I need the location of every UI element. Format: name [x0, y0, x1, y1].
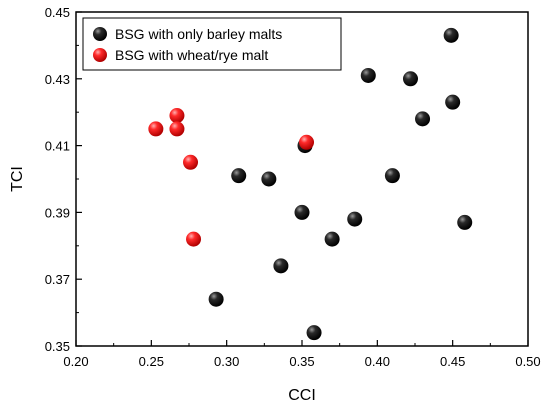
- barley-point: [273, 258, 289, 274]
- barley-point: [402, 71, 418, 87]
- barley-point: [347, 211, 363, 227]
- legend-marker-barley: [93, 27, 107, 41]
- barley-point: [457, 214, 473, 230]
- data-points: [148, 27, 473, 341]
- x-axis: 0.20 0.25 0.30 0.35 0.40 0.45 0.50: [63, 340, 541, 369]
- y-tick-label: 0.45: [45, 5, 70, 20]
- y-tick-label: 0.41: [45, 139, 70, 154]
- wheat-rye-point: [183, 154, 199, 170]
- y-axis: 0.35 0.37 0.39 0.41 0.43 0.45: [45, 5, 82, 354]
- wheat-rye-point: [148, 121, 164, 137]
- legend: BSG with only barley malts BSG with whea…: [82, 17, 342, 71]
- y-tick-label: 0.37: [45, 272, 70, 287]
- x-tick-label: 0.25: [139, 354, 164, 369]
- y-tick-label: 0.39: [45, 205, 70, 220]
- barley-point: [445, 94, 461, 110]
- barley-point: [324, 231, 340, 247]
- barley-point: [384, 168, 400, 184]
- barley-point: [360, 67, 376, 83]
- y-axis-label: TCI: [9, 166, 26, 192]
- x-tick-label: 0.30: [214, 354, 239, 369]
- wheat-rye-point: [299, 134, 315, 150]
- wheat-rye-point: [169, 121, 185, 137]
- x-tick-label: 0.45: [440, 354, 465, 369]
- barley-point: [443, 27, 459, 43]
- x-axis-label: CCI: [288, 387, 316, 404]
- y-tick-label: 0.35: [45, 339, 70, 354]
- legend-label-wheat-rye: BSG with wheat/rye malt: [115, 47, 268, 63]
- barley-point: [306, 325, 322, 341]
- x-tick-label: 0.50: [515, 354, 540, 369]
- y-tick-label: 0.43: [45, 72, 70, 87]
- legend-label-barley: BSG with only barley malts: [115, 26, 282, 42]
- x-tick-label: 0.40: [365, 354, 390, 369]
- x-tick-label: 0.20: [63, 354, 88, 369]
- barley-point: [294, 204, 310, 220]
- wheat-rye-point: [169, 108, 185, 124]
- wheat-rye-point: [186, 231, 202, 247]
- barley-point: [415, 111, 431, 127]
- barley-point: [261, 171, 277, 187]
- legend-box: [82, 17, 342, 71]
- barley-point: [231, 168, 247, 184]
- barley-point: [208, 291, 224, 307]
- x-tick-label: 0.35: [289, 354, 314, 369]
- legend-marker-wheat-rye: [93, 48, 107, 62]
